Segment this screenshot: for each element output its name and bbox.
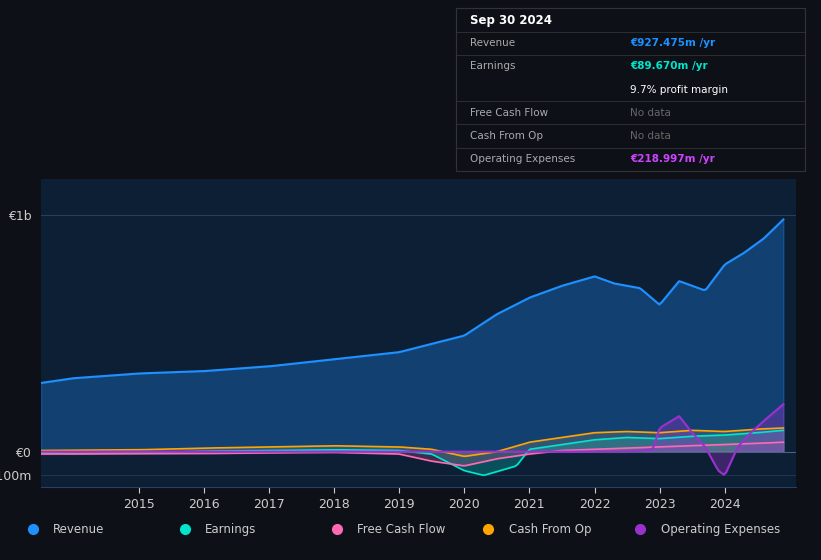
Text: Earnings: Earnings [205, 522, 257, 536]
Text: Cash From Op: Cash From Op [509, 522, 591, 536]
Text: €927.475m /yr: €927.475m /yr [631, 38, 715, 48]
Text: No data: No data [631, 108, 671, 118]
Text: €89.670m /yr: €89.670m /yr [631, 62, 708, 72]
Text: Revenue: Revenue [470, 38, 515, 48]
Text: Free Cash Flow: Free Cash Flow [357, 522, 446, 536]
Text: No data: No data [631, 131, 671, 141]
Text: Operating Expenses: Operating Expenses [661, 522, 780, 536]
Text: Operating Expenses: Operating Expenses [470, 154, 575, 164]
Text: 9.7% profit margin: 9.7% profit margin [631, 85, 728, 95]
Text: Free Cash Flow: Free Cash Flow [470, 108, 548, 118]
Text: Sep 30 2024: Sep 30 2024 [470, 13, 552, 26]
Text: Revenue: Revenue [53, 522, 105, 536]
Text: €218.997m /yr: €218.997m /yr [631, 154, 715, 164]
Text: Earnings: Earnings [470, 62, 515, 72]
Text: Cash From Op: Cash From Op [470, 131, 543, 141]
